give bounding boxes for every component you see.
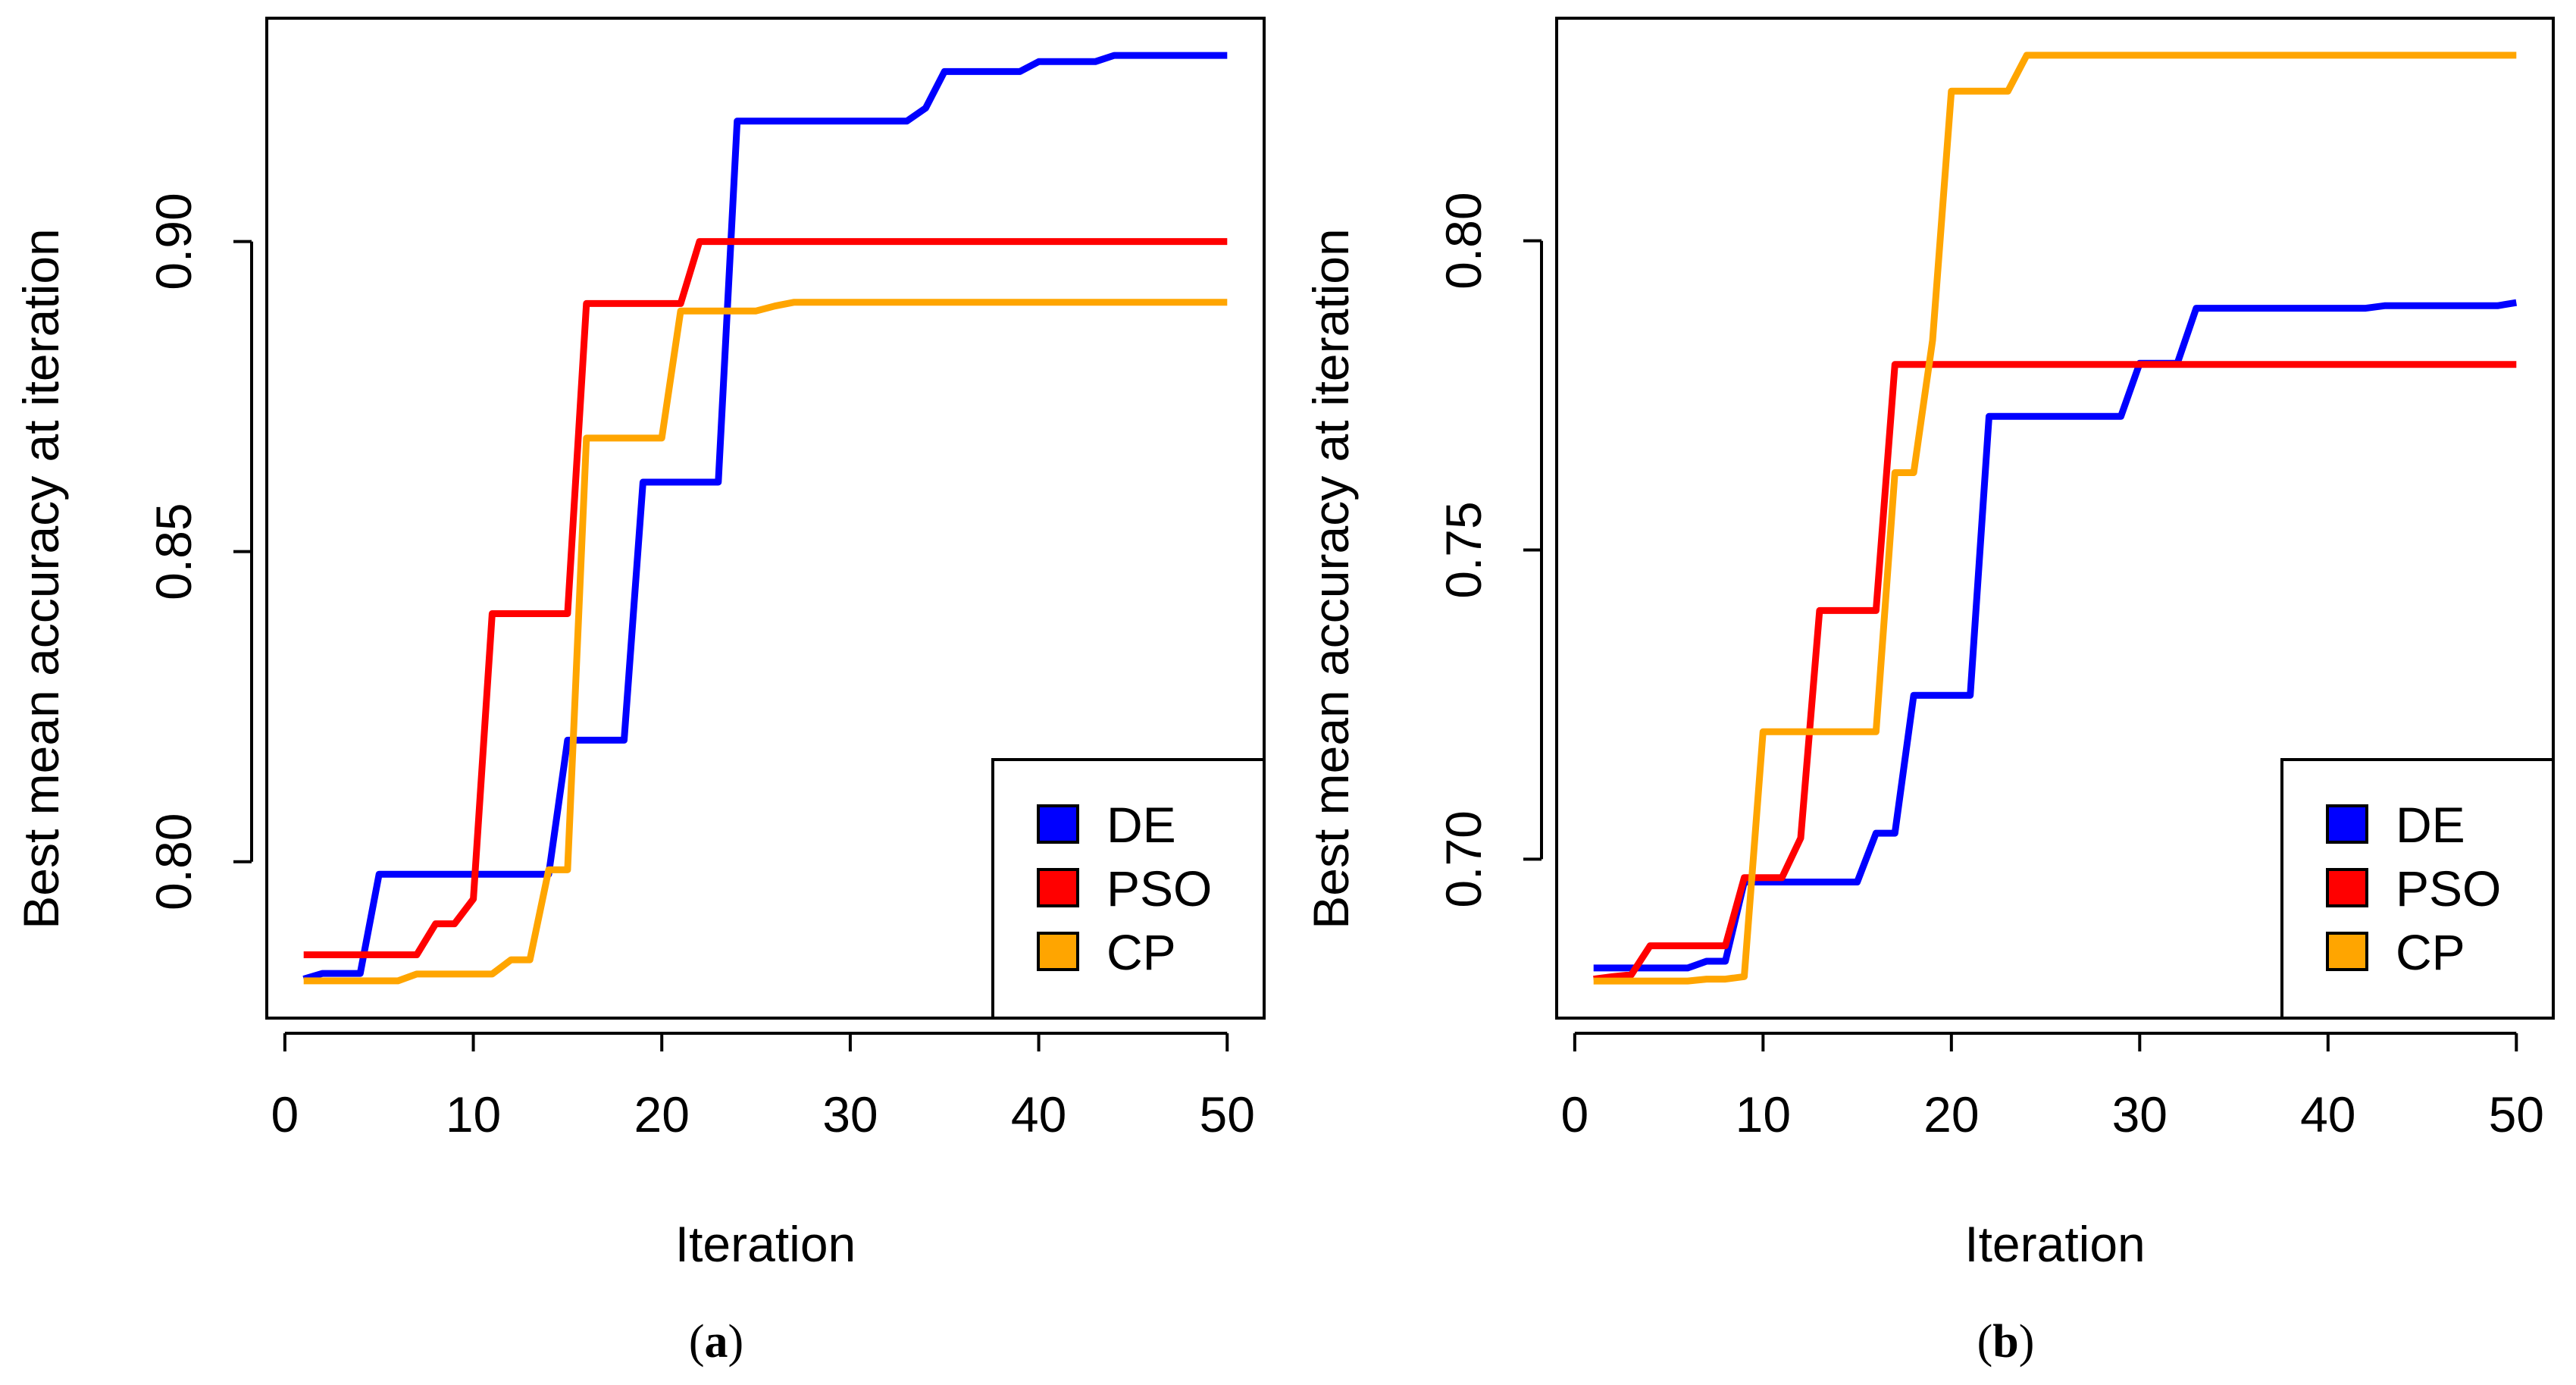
panel-caption: (b)	[1977, 1316, 2035, 1368]
legend-swatch-de	[2326, 804, 2368, 844]
caption-paren: (	[1977, 1316, 1993, 1368]
x-axis-title: Iteration	[1964, 1216, 2145, 1272]
legend-swatch-cp	[2326, 932, 2368, 971]
x-tick-label: 0	[271, 1086, 299, 1142]
legend-swatch-pso	[2326, 868, 2368, 907]
caption-paren: )	[2019, 1316, 2035, 1368]
x-tick-label: 10	[446, 1086, 501, 1142]
x-tick-label: 20	[1923, 1086, 1979, 1142]
series-line-de	[302, 52, 1228, 982]
caption-letter: b	[1992, 1316, 2018, 1368]
x-tick-label: 40	[2300, 1086, 2355, 1142]
x-tick-label: 20	[634, 1086, 690, 1142]
y-axis-title: Best mean accuracy at iteration	[1303, 228, 1359, 929]
legend-label: DE	[1106, 797, 1176, 853]
series-line-pso	[303, 238, 1228, 958]
plot-box	[265, 17, 1266, 1020]
x-tick-label: 40	[1011, 1086, 1066, 1142]
x-tick-label: 0	[1560, 1086, 1588, 1142]
y-axis-title: Best mean accuracy at iteration	[13, 228, 69, 929]
caption-paren: )	[728, 1316, 744, 1368]
x-tick-label: 30	[2112, 1086, 2168, 1142]
plot-box	[1555, 17, 2555, 1020]
y-tick-label: 0.80	[1435, 192, 1491, 289]
legend-label: PSO	[2396, 860, 2501, 917]
panel-caption: (a)	[689, 1316, 743, 1368]
y-tick-label: 0.90	[146, 193, 202, 290]
panel-a: 0 10 20 30 40 50 0.80 0.85 0.90 Iteration Best mea…	[13, 17, 1266, 1368]
series-line-cp	[303, 299, 1228, 985]
caption-paren: (	[689, 1316, 705, 1368]
panel-b: 0 10 20 30 40 50 0.70 0.75 0.80 Iteration Best mea…	[1303, 17, 2555, 1368]
legend-swatch-pso	[1037, 868, 1079, 907]
y-tick-label: 0.75	[1435, 501, 1491, 598]
y-tick-label: 0.70	[1435, 810, 1491, 907]
x-tick-label: 30	[822, 1086, 878, 1142]
x-tick-label: 50	[2489, 1086, 2544, 1142]
x-axis-title: Iteration	[675, 1216, 856, 1272]
series-line-de	[1593, 299, 2518, 972]
caption-letter: a	[705, 1316, 728, 1368]
legend: DE PSO CP	[991, 758, 1266, 1020]
legend-swatch-de	[1037, 804, 1079, 844]
legend-label: CP	[2396, 924, 2465, 980]
x-tick-label: 10	[1736, 1086, 1791, 1142]
x-tick-label: 50	[1200, 1086, 1255, 1142]
legend-label: DE	[2396, 797, 2465, 853]
legend-label: CP	[1106, 924, 1176, 980]
legend: DE PSO CP	[2280, 758, 2555, 1020]
legend-label: PSO	[1106, 860, 1212, 917]
y-tick-label: 0.85	[146, 503, 202, 600]
y-tick-label: 0.80	[146, 813, 202, 910]
series-line-cp	[1593, 52, 2517, 985]
legend-swatch-cp	[1037, 932, 1079, 971]
series-line-pso	[1593, 361, 2517, 983]
